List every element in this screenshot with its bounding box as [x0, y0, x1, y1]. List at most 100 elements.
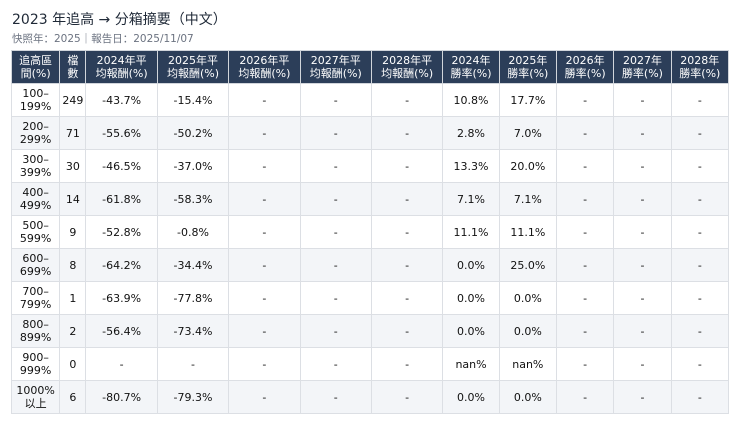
range-cell-line: 300– [22, 153, 49, 166]
table-cell: 20.0% [498, 149, 557, 183]
column-header-line: 2027年平 [310, 54, 361, 67]
table-cell: 249 [59, 83, 87, 117]
table-row: 500– 599% 9 -52.8% -0.8% - - -11.1% 11.1% - - - [10, 215, 730, 249]
table-cell: - [555, 248, 615, 282]
table-cell: - [613, 380, 672, 414]
table-cell: 17.7% [498, 83, 557, 117]
table-cell: 30 [59, 149, 87, 183]
table-cell: 7.1% [442, 182, 500, 216]
table-cell: - [299, 281, 372, 315]
column-header: 2026年平 均報酬(%) [228, 50, 301, 84]
range-cell-line: 799% [19, 298, 52, 311]
column-header: 檔數 [59, 50, 87, 84]
table-cell: - [85, 347, 158, 381]
column-header-line: 追高區 [19, 54, 53, 67]
range-cell-line: 400– [22, 186, 49, 199]
range-cell-line: 599% [19, 232, 52, 245]
table-cell: -64.2% [85, 248, 158, 282]
range-cell-line: 899% [19, 331, 52, 344]
table-row: 600– 699% 8 -64.2% -34.4% - - -0.0% 25.0% - - - [10, 248, 730, 282]
table-cell: - [670, 215, 730, 249]
table-cell: 1 [59, 281, 87, 315]
table-row: 200– 299% 71 -55.6% -50.2% - - -2.8% 7.0% - - - [10, 116, 730, 150]
table-row: 300– 399% 30 -46.5% -37.0% - - -13.3% 20.0% - - - [10, 149, 730, 183]
table-cell: -63.9% [85, 281, 158, 315]
page-subtitle: 快照年：2025｜報告日：2025/11/07 [12, 33, 194, 45]
table-cell: - [613, 149, 672, 183]
column-header: 2027年平 均報酬(%) [299, 50, 372, 84]
column-header-line: 勝率(%) [564, 67, 606, 80]
range-cell: 900– 999% [10, 347, 61, 381]
column-header-line: 均報酬(%) [381, 67, 434, 80]
table-cell: 2 [59, 314, 87, 348]
table-cell: -79.3% [156, 380, 230, 414]
table-cell: - [299, 380, 372, 414]
table-cell: - [613, 314, 672, 348]
range-cell-line: 1000% [16, 384, 55, 397]
table-cell: - [555, 380, 615, 414]
table-row: 100– 199% 249 -43.7% -15.4% - - -10.8% 17.7% - - - [10, 83, 730, 117]
table-cell: 25.0% [498, 248, 557, 282]
table-cell: -73.4% [156, 314, 230, 348]
table-cell: 0.0% [498, 380, 557, 414]
table-cell: - [670, 314, 730, 348]
column-header-line: 勝率(%) [679, 67, 721, 80]
range-cell-line: 900– [22, 351, 49, 364]
table-cell: 7.0% [498, 116, 557, 150]
table-cell: - [613, 347, 672, 381]
table-cell: - [670, 281, 730, 315]
table-cell: - [299, 215, 372, 249]
column-header: 追高區 間(%) [10, 50, 61, 84]
table-cell: - [670, 347, 730, 381]
range-cell-line: 999% [19, 364, 52, 377]
table-cell: 11.1% [498, 215, 557, 249]
table-cell: -43.7% [85, 83, 158, 117]
table-cell: 0.0% [442, 314, 500, 348]
table-cell: - [613, 83, 672, 117]
column-header: 2024年 勝率(%) [442, 50, 500, 84]
table-cell: -56.4% [85, 314, 158, 348]
column-header-line: 均報酬(%) [309, 67, 362, 80]
column-header-line: 檔 [67, 54, 79, 67]
table-cell: - [370, 347, 444, 381]
table-row: 700– 799% 1 -63.9% -77.8% - - -0.0% 0.0% - - - [10, 281, 730, 315]
table-cell: - [299, 347, 372, 381]
range-cell-line: 500– [22, 219, 49, 232]
table-cell: -77.8% [156, 281, 230, 315]
table-cell: 6 [59, 380, 87, 414]
table-cell: - [370, 149, 444, 183]
column-header-line: 間(%) [20, 67, 51, 80]
column-header-line: 2025年平 [167, 54, 218, 67]
column-header-line: 均報酬(%) [238, 67, 291, 80]
table-cell: - [228, 149, 301, 183]
range-cell-line: 299% [19, 133, 52, 146]
table-cell: 10.8% [442, 83, 500, 117]
column-header-line: 均報酬(%) [166, 67, 220, 80]
table-cell: 11.1% [442, 215, 500, 249]
table-row: 900– 999% 0- - - - - nan% nan% - - - [10, 347, 730, 381]
range-cell-line: 100– [22, 87, 49, 100]
table-row: 400– 499% 14 -61.8% -58.3% - - -7.1% 7.1% - - - [10, 182, 730, 216]
table-cell: - [299, 116, 372, 150]
table-cell: -80.7% [85, 380, 158, 414]
table-cell: - [555, 116, 615, 150]
table-cell: -50.2% [156, 116, 230, 150]
table-cell: - [555, 347, 615, 381]
column-header-line: 勝率(%) [621, 67, 663, 80]
table-cell: - [228, 248, 301, 282]
table-cell: 0.0% [442, 281, 500, 315]
table-cell: 0.0% [442, 248, 500, 282]
table-header-row: 追高區 間(%) 檔數 2024年平 均報酬(%) 2025年平 均報酬(%) 2026年平均… [10, 50, 730, 84]
table-cell: -58.3% [156, 182, 230, 216]
table-cell: - [670, 116, 730, 150]
table-cell: -34.4% [156, 248, 230, 282]
table-cell: - [228, 347, 301, 381]
table-cell: - [228, 314, 301, 348]
table-row: 1000% 以上 6 -80.7% -79.3% - - -0.0% 0.0% - - - [10, 380, 730, 414]
range-cell: 700– 799% [10, 281, 61, 315]
range-cell: 400– 499% [10, 182, 61, 216]
table-cell: -37.0% [156, 149, 230, 183]
table-cell: - [370, 314, 444, 348]
column-header-line: 數 [67, 67, 79, 80]
